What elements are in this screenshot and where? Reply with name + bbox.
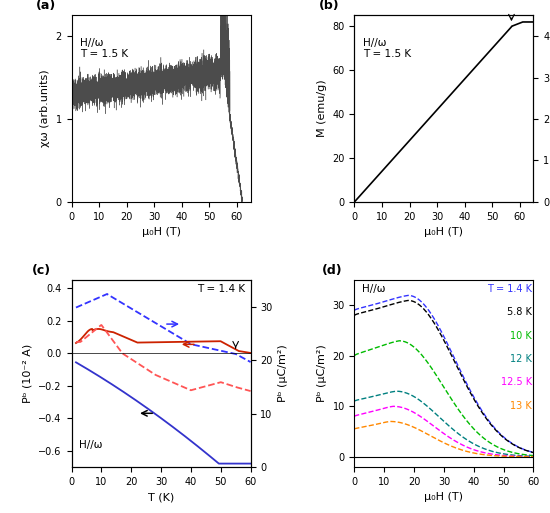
Y-axis label: Pᵇ (μC/m²): Pᵇ (μC/m²) <box>278 345 288 402</box>
Text: (d): (d) <box>322 264 343 277</box>
Text: 12 K: 12 K <box>510 354 532 364</box>
Text: (a): (a) <box>36 0 56 12</box>
X-axis label: μ₀H (T): μ₀H (T) <box>425 227 464 237</box>
Text: T = 1.4 K: T = 1.4 K <box>487 284 532 294</box>
Y-axis label: Pᵇ (10⁻² A): Pᵇ (10⁻² A) <box>23 344 32 403</box>
X-axis label: T (K): T (K) <box>148 492 174 502</box>
Text: H//ω
T = 1.5 K: H//ω T = 1.5 K <box>80 38 129 60</box>
Text: (c): (c) <box>32 264 51 277</box>
Text: H//ω: H//ω <box>361 284 385 294</box>
X-axis label: μ₀H (T): μ₀H (T) <box>141 227 180 237</box>
Text: T = 1.4 K: T = 1.4 K <box>197 284 245 294</box>
Text: H//ω
T = 1.5 K: H//ω T = 1.5 K <box>364 38 411 60</box>
Text: 5.8 K: 5.8 K <box>507 307 532 318</box>
Y-axis label: Pᵇ (μC/m²): Pᵇ (μC/m²) <box>317 345 327 402</box>
Text: 12.5 K: 12.5 K <box>500 377 532 387</box>
Y-axis label: χω (arb.units): χω (arb.units) <box>40 70 50 147</box>
X-axis label: μ₀H (T): μ₀H (T) <box>425 492 464 502</box>
Text: 10 K: 10 K <box>510 331 532 341</box>
Text: H//ω: H//ω <box>79 440 102 450</box>
Y-axis label: M (emu/g): M (emu/g) <box>317 80 327 137</box>
Text: (b): (b) <box>318 0 339 12</box>
Text: 13 K: 13 K <box>510 401 532 410</box>
